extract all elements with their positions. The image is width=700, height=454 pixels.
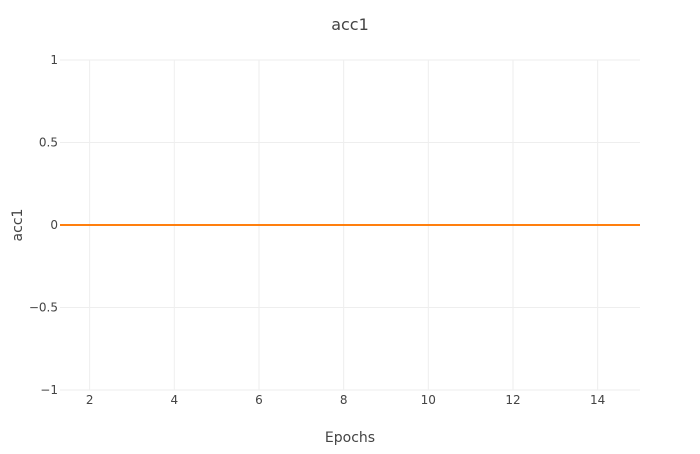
x-tick-label: 2	[86, 393, 94, 407]
y-tick-label: −1	[40, 383, 58, 397]
x-tick-label: 12	[505, 393, 520, 407]
y-tick-label: 1	[50, 53, 58, 67]
x-tick-label: 14	[590, 393, 605, 407]
chart-title: acc1	[331, 15, 369, 34]
x-tick-label: 10	[421, 393, 436, 407]
y-tick-label: −0.5	[29, 301, 58, 315]
x-tick-label: 4	[170, 393, 178, 407]
y-tick-label: 0.5	[39, 136, 58, 150]
y-tick-label: 0	[50, 218, 58, 232]
x-axis-label: Epochs	[325, 430, 375, 446]
x-tick-label: 8	[340, 393, 348, 407]
y-axis-label: acc1	[10, 209, 26, 242]
tick-labels: 2 4 6 8 10 12 14 1 0.5 0 −0.5 −1	[29, 53, 605, 407]
x-tick-label: 6	[255, 393, 263, 407]
